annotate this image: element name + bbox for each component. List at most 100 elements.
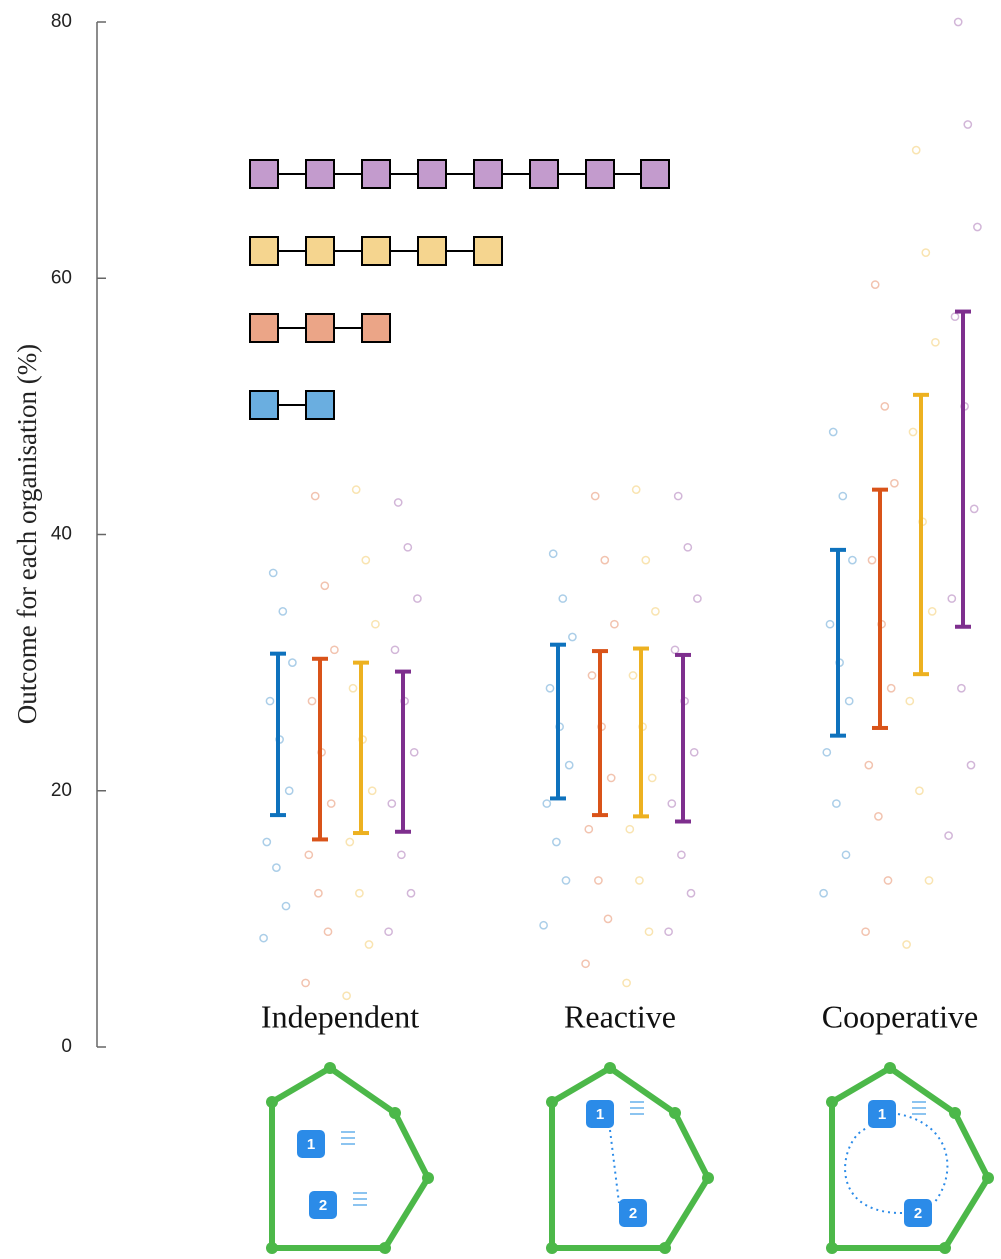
point [865,762,872,769]
point [884,877,891,884]
point [601,557,608,564]
point [569,633,576,640]
diagram-vertex [939,1242,951,1254]
point [826,621,833,628]
legend-3 [250,314,390,342]
point [967,762,974,769]
point [369,787,376,794]
point [668,800,675,807]
point [592,492,599,499]
point [404,544,411,551]
point [312,492,319,499]
point [324,928,331,935]
diagram-vertex [379,1242,391,1254]
point [849,557,856,564]
point [582,960,589,967]
diagram-vertex [546,1242,558,1254]
point [823,749,830,756]
point [665,928,672,935]
point [543,800,550,807]
point [958,685,965,692]
point [652,608,659,615]
diagram-vertex [422,1172,434,1184]
x-tick-label: Reactive [564,998,676,1034]
point [315,890,322,897]
point [559,595,566,602]
point [604,915,611,922]
point [694,595,701,602]
point [540,922,547,929]
legend-8 [250,160,669,188]
point [353,486,360,493]
point [407,890,414,897]
point [260,934,267,941]
point [868,557,875,564]
diagram-vertex [389,1107,401,1119]
point [906,697,913,704]
diagram-vertex [669,1107,681,1119]
point [951,313,958,320]
point [955,18,962,25]
point [266,697,273,704]
point [872,281,879,288]
point [846,697,853,704]
point [675,492,682,499]
y-axis-label: Outcome for each organisation (%) [12,344,42,724]
point [391,646,398,653]
point [362,557,369,564]
point [974,223,981,230]
point [932,339,939,346]
point [891,480,898,487]
point [839,492,846,499]
point [282,902,289,909]
point [945,832,952,839]
point [302,979,309,986]
point [645,928,652,935]
diagram-vertex [266,1096,278,1108]
point [411,749,418,756]
point [671,646,678,653]
point [414,595,421,602]
point [929,608,936,615]
point [691,749,698,756]
point [916,787,923,794]
point [875,813,882,820]
point [608,774,615,781]
legend-2 [250,391,334,419]
y-tick-label: 80 [51,11,72,32]
point [903,941,910,948]
diagram-outline [272,1068,428,1248]
point [321,582,328,589]
y-tick-label: 20 [51,780,72,801]
point [385,928,392,935]
point [611,621,618,628]
x-tick-label: Cooperative [822,998,978,1034]
point [626,826,633,833]
legend-5 [250,237,502,265]
point [922,249,929,256]
point [585,826,592,833]
link [610,1130,619,1203]
diagram-vertex [982,1172,994,1184]
diagram: 12 [266,1062,434,1254]
point [925,877,932,884]
point [842,851,849,858]
point [550,550,557,557]
point [365,941,372,948]
point [328,800,335,807]
link [845,1128,902,1213]
point [372,621,379,628]
point [862,928,869,935]
point [833,800,840,807]
point [562,877,569,884]
node-label: 2 [914,1205,922,1222]
point [633,486,640,493]
point [308,697,315,704]
point [263,838,270,845]
point [395,499,402,506]
point [398,851,405,858]
point [684,544,691,551]
point [553,838,560,845]
point [909,428,916,435]
